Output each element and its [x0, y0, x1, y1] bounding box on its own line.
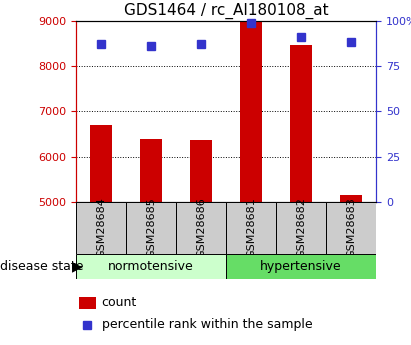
Bar: [276, 202, 326, 254]
Text: percentile rank within the sample: percentile rank within the sample: [102, 318, 312, 331]
Bar: [76, 254, 226, 279]
Bar: [90, 125, 112, 202]
Text: GSM28685: GSM28685: [146, 197, 156, 258]
Text: ▶: ▶: [72, 259, 83, 274]
Bar: [226, 202, 276, 254]
Bar: [240, 21, 262, 202]
Bar: [190, 140, 212, 202]
Bar: [290, 45, 312, 202]
Text: GSM28681: GSM28681: [246, 197, 256, 258]
Bar: [226, 254, 376, 279]
Text: normotensive: normotensive: [108, 260, 194, 273]
Bar: [126, 202, 176, 254]
Bar: [326, 202, 376, 254]
Text: GSM28686: GSM28686: [196, 197, 206, 258]
Text: GSM28684: GSM28684: [96, 197, 106, 258]
Bar: [79, 297, 95, 309]
Text: GSM28683: GSM28683: [346, 197, 356, 258]
Text: count: count: [102, 296, 137, 309]
Text: hypertensive: hypertensive: [260, 260, 342, 273]
Bar: [140, 139, 162, 202]
Bar: [76, 202, 126, 254]
Text: GSM28682: GSM28682: [296, 197, 306, 258]
Bar: [176, 202, 226, 254]
Title: GDS1464 / rc_AI180108_at: GDS1464 / rc_AI180108_at: [124, 3, 328, 19]
Bar: [340, 195, 363, 202]
Text: disease state: disease state: [0, 260, 83, 273]
